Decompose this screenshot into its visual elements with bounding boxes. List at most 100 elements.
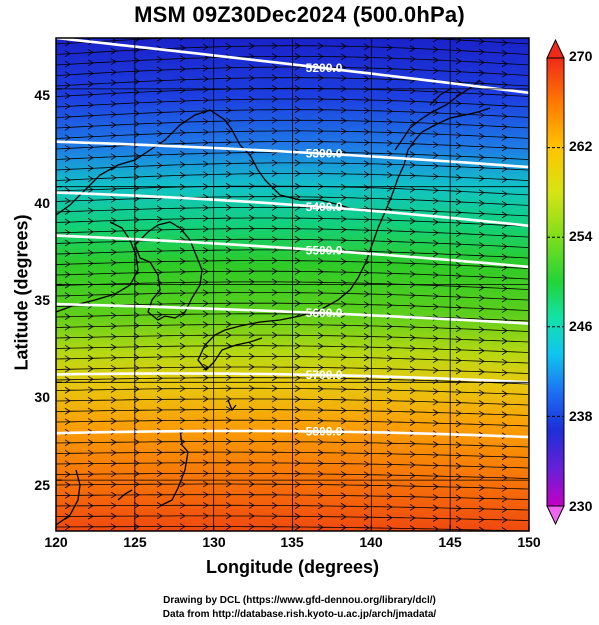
streamline-arrow <box>363 216 370 223</box>
streamline-arrow <box>225 246 232 254</box>
streamline-arrow <box>248 502 255 509</box>
streamline-arrow <box>455 198 462 206</box>
streamline-arrow <box>409 387 416 395</box>
streamline-arrow <box>317 321 324 329</box>
streamline-arrow <box>294 406 301 414</box>
streamline-arrow <box>294 225 301 233</box>
streamline-arrow <box>363 322 370 330</box>
streamline-arrow <box>110 259 117 267</box>
streamline-arrow <box>87 91 94 98</box>
streamline-arrow <box>478 189 485 196</box>
streamline-arrow <box>156 109 163 116</box>
streamline-arrow <box>363 492 370 500</box>
x-tick-label: 120 <box>44 534 68 550</box>
x-tick-label: 145 <box>438 534 462 550</box>
credit-line: Drawing by DCL (https://www.gfd-dennou.o… <box>163 595 436 606</box>
colorbar-upper-arrow <box>546 38 565 59</box>
streamline-arrow <box>64 397 71 405</box>
streamline-arrow <box>501 253 508 261</box>
streamline-arrow <box>432 419 439 427</box>
streamline-arrow <box>225 106 232 114</box>
streamline-arrow <box>248 267 255 275</box>
streamline-arrow <box>363 86 370 93</box>
streamline-arrow <box>386 461 393 468</box>
streamline-arrow <box>202 501 209 509</box>
streamline-arrow <box>432 303 439 311</box>
streamline-arrow <box>478 410 485 418</box>
streamline-arrow <box>133 502 140 509</box>
streamline-arrow <box>87 238 94 246</box>
streamline-arrow <box>409 514 416 522</box>
streamline-arrow <box>156 151 163 159</box>
streamline-arrow <box>271 321 278 328</box>
streamline-arrow <box>432 130 439 138</box>
streamline-arrow <box>110 438 117 446</box>
streamline-arrow <box>317 449 324 457</box>
streamline-arrow <box>179 523 186 530</box>
streamline-arrow <box>432 56 439 64</box>
streamline-arrow <box>179 161 186 168</box>
streamline-arrow <box>202 363 209 371</box>
streamline-arrow <box>386 44 393 51</box>
streamline-arrow <box>386 493 393 500</box>
streamline-arrow <box>271 204 278 211</box>
streamline-arrow <box>386 482 393 490</box>
streamline-arrow <box>409 217 416 225</box>
streamline-arrow <box>455 121 462 128</box>
streamline-arrow <box>133 205 140 213</box>
streamline-arrow <box>501 516 508 524</box>
streamline-arrow <box>294 385 301 392</box>
streamline-arrow <box>225 448 232 456</box>
streamline-arrow <box>386 238 393 245</box>
streamline-arrow <box>133 290 140 298</box>
streamline-arrow <box>317 74 324 82</box>
streamline-arrow <box>156 353 163 361</box>
streamline-arrow <box>202 321 209 328</box>
streamline-arrow <box>133 375 140 382</box>
streamline-arrow <box>455 163 462 171</box>
streamline-arrow <box>110 217 117 224</box>
streamline-arrow <box>478 305 485 312</box>
streamline-arrow <box>340 290 347 297</box>
streamline-arrow <box>179 215 186 223</box>
streamline-arrow <box>271 416 278 424</box>
streamline-arrow <box>87 502 94 510</box>
streamline-arrow <box>432 218 439 226</box>
streamline-arrow <box>455 219 462 227</box>
streamline-arrow <box>179 108 186 115</box>
streamline-arrow <box>156 226 163 234</box>
streamline-arrow <box>156 523 163 530</box>
streamline-arrow <box>156 470 163 477</box>
streamline-arrow <box>455 152 462 160</box>
streamline-arrow <box>156 66 163 74</box>
contour-label: 5600.0 <box>306 306 343 320</box>
streamline-arrow <box>248 182 255 190</box>
streamline-arrow <box>501 464 508 471</box>
streamline-arrow <box>87 133 94 141</box>
streamline-arrow <box>87 80 94 88</box>
streamline-arrow <box>386 450 393 458</box>
streamline-arrow <box>248 416 255 424</box>
streamline-arrow <box>478 463 485 471</box>
streamline-arrow <box>179 289 186 297</box>
streamline-arrow <box>271 278 278 286</box>
streamline-arrow <box>317 257 324 265</box>
streamline-arrow <box>156 215 163 223</box>
streamline-arrow <box>455 174 462 181</box>
streamline-arrow <box>64 386 71 394</box>
streamline-arrow <box>248 512 255 520</box>
streamline-arrow <box>478 175 485 182</box>
streamline-arrow <box>340 53 347 61</box>
streamline-arrow <box>87 354 94 362</box>
streamline-arrow <box>455 399 462 407</box>
streamline-arrow <box>248 321 255 328</box>
streamline-arrow <box>363 290 370 298</box>
streamline-arrow <box>432 504 439 512</box>
streamline-arrow <box>133 470 140 478</box>
streamline-arrow <box>271 363 278 371</box>
streamline-arrow <box>340 449 347 457</box>
streamline-arrow <box>248 159 255 167</box>
streamline-arrow <box>248 235 255 243</box>
streamline-arrow <box>409 249 416 257</box>
streamline-arrow <box>179 501 186 509</box>
